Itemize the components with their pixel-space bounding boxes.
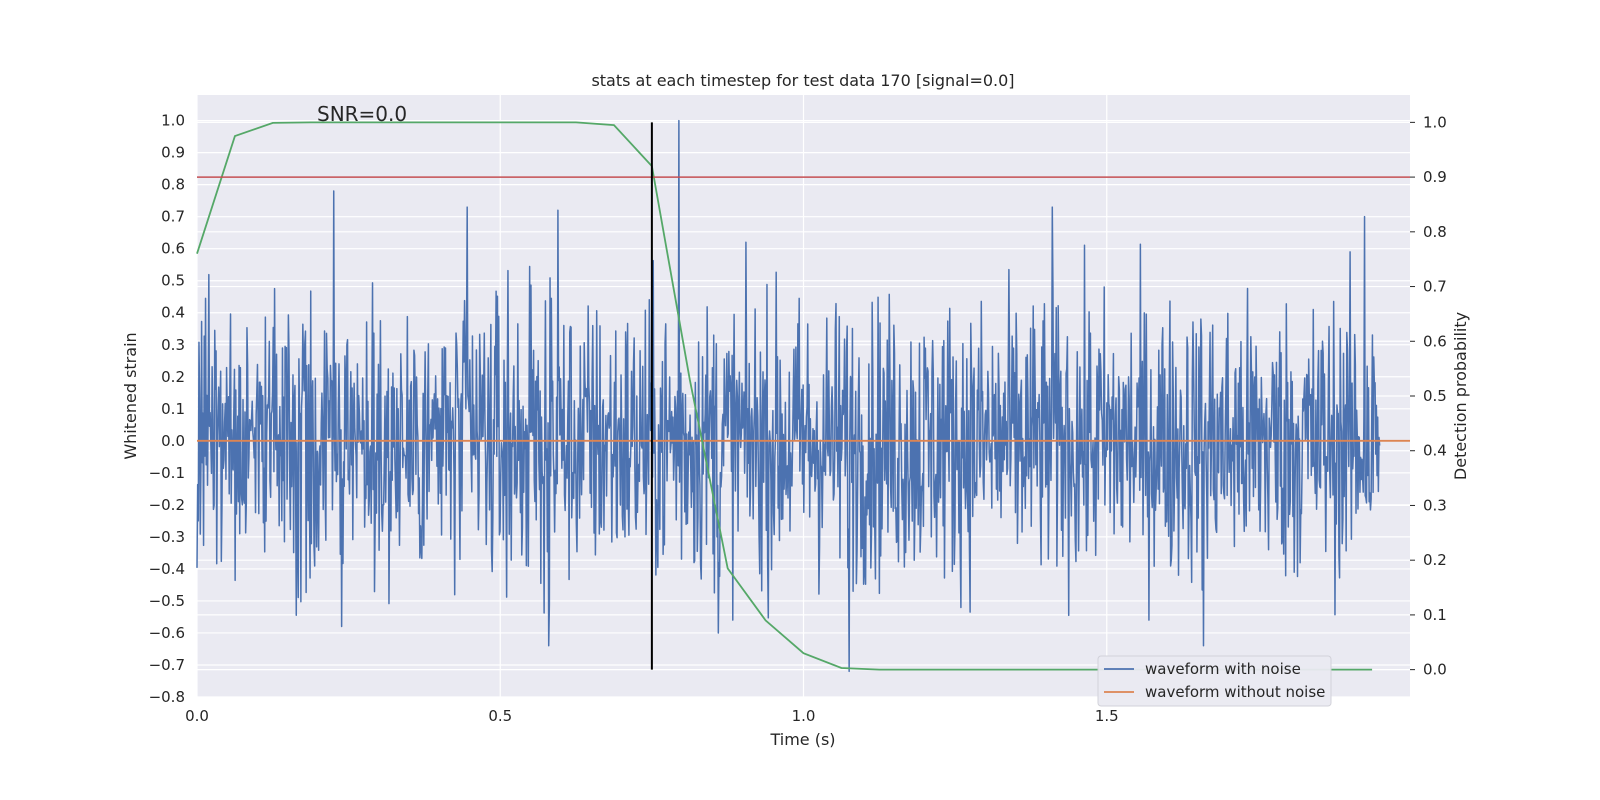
x-axis-label: Time (s) (769, 730, 835, 749)
y-left-tick-label: −0.5 (149, 592, 185, 610)
y-right-tick-label: 1.0 (1423, 113, 1447, 131)
x-tick-labels: 0.0 0.5 1.0 1.5 (185, 707, 1119, 725)
y-right-tick-label: 0.6 (1423, 332, 1447, 350)
y-left-tick-labels: 1.0 0.9 0.8 0.7 0.6 0.5 0.4 0.3 0.2 0.1 0.0 −0.1 −0.… (149, 112, 185, 706)
y-left-tick-label: 1.0 (161, 112, 185, 130)
y-left-tick-label: −0.4 (149, 560, 185, 578)
y-left-tick-label: 0.2 (161, 368, 185, 386)
y-left-tick-label: −0.8 (149, 688, 185, 706)
x-tick-label: 1.5 (1095, 707, 1119, 725)
y-left-tick-label: 0.3 (161, 336, 185, 354)
y-left-tick-label: 0.7 (161, 208, 185, 226)
y-right-tick-label: 0.5 (1423, 387, 1447, 405)
y-right-tick-label: 0.0 (1423, 661, 1447, 679)
chart-title: stats at each timestep for test data 170… (591, 71, 1014, 90)
y-right-axis-label: Detection probability (1451, 312, 1470, 480)
y-right-tick-label: 0.8 (1423, 223, 1447, 241)
y-right-tick-label: 0.9 (1423, 168, 1447, 186)
y-right-tick-label: 0.3 (1423, 496, 1447, 514)
y-left-tick-label: −0.3 (149, 528, 185, 546)
y-right-tick-label: 0.2 (1423, 551, 1447, 569)
legend-box (1097, 655, 1332, 707)
y-left-tick-label: −0.6 (149, 624, 185, 642)
y-left-tick-label: 0.6 (161, 240, 185, 258)
x-tick-label: 0.0 (185, 707, 209, 725)
y-left-tick-label: 0.0 (161, 432, 185, 450)
y-right-tick-label: 0.4 (1423, 442, 1447, 460)
series-waveform-with-noise (196, 119, 1381, 673)
y-left-tick-label: 0.8 (161, 176, 185, 194)
y-left-tick-label: 0.4 (161, 304, 185, 322)
y-right-tick-label: 0.1 (1423, 606, 1447, 624)
legend: waveform with noise waveform without noi… (1097, 655, 1332, 707)
y-left-tick-label: −0.2 (149, 496, 185, 514)
y-left-tick-label: 0.1 (161, 400, 185, 418)
x-tick-label: 0.5 (488, 707, 512, 725)
y-right-tick-labels: 1.0 0.9 0.8 0.7 0.6 0.5 0.4 0.3 0.2 0.1 0.0 (1410, 113, 1447, 679)
legend-label-noise: waveform with noise (1145, 660, 1301, 678)
y-left-tick-label: 0.5 (161, 272, 185, 290)
y-left-axis-label: Whitened strain (121, 332, 140, 459)
legend-label-clean: waveform without noise (1145, 683, 1325, 701)
y-left-tick-label: −0.7 (149, 656, 185, 674)
y-right-tick-label: 0.7 (1423, 278, 1447, 296)
snr-annotation: SNR=0.0 (317, 102, 407, 126)
noise-waveform-line (196, 119, 1381, 673)
x-tick-label: 1.0 (792, 707, 816, 725)
y-left-tick-label: 0.9 (161, 144, 185, 162)
y-left-tick-label: −0.1 (149, 464, 185, 482)
